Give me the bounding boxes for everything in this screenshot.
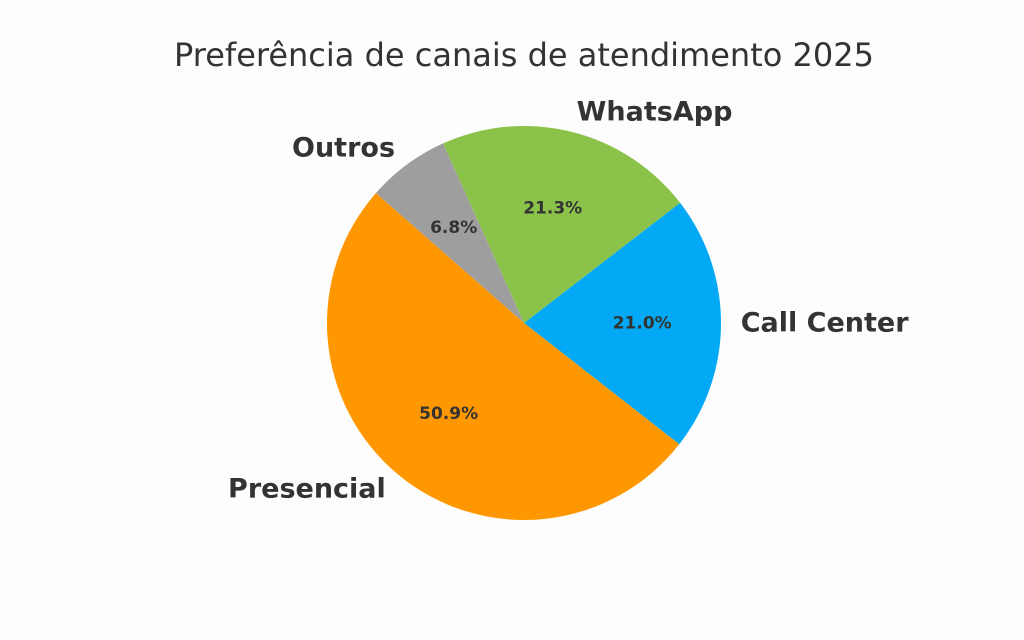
pie-labels: Call Center 21.0% WhatsApp 21.3% Outros 6.8% P… xyxy=(228,96,909,504)
slice-label: Presencial xyxy=(228,473,386,504)
slice-label: Outros xyxy=(292,132,395,163)
chart-title: Preferência de canais de atendimento 202… xyxy=(174,36,874,74)
pie-slice-call-center xyxy=(524,202,721,445)
slice-percent-label: 21.3% xyxy=(523,198,582,218)
slice-percent-label: 21.0% xyxy=(613,313,672,333)
pie-slice-presencial xyxy=(326,193,680,521)
pie-slice-outros xyxy=(375,143,524,323)
pie-slices xyxy=(326,125,721,521)
pie-slice-whatsapp xyxy=(442,125,681,323)
slice-percent-label: 6.8% xyxy=(430,218,477,238)
slice-percent-label: 50.9% xyxy=(419,404,478,424)
slice-label: Call Center xyxy=(741,307,910,338)
slice-label: WhatsApp xyxy=(577,96,733,127)
